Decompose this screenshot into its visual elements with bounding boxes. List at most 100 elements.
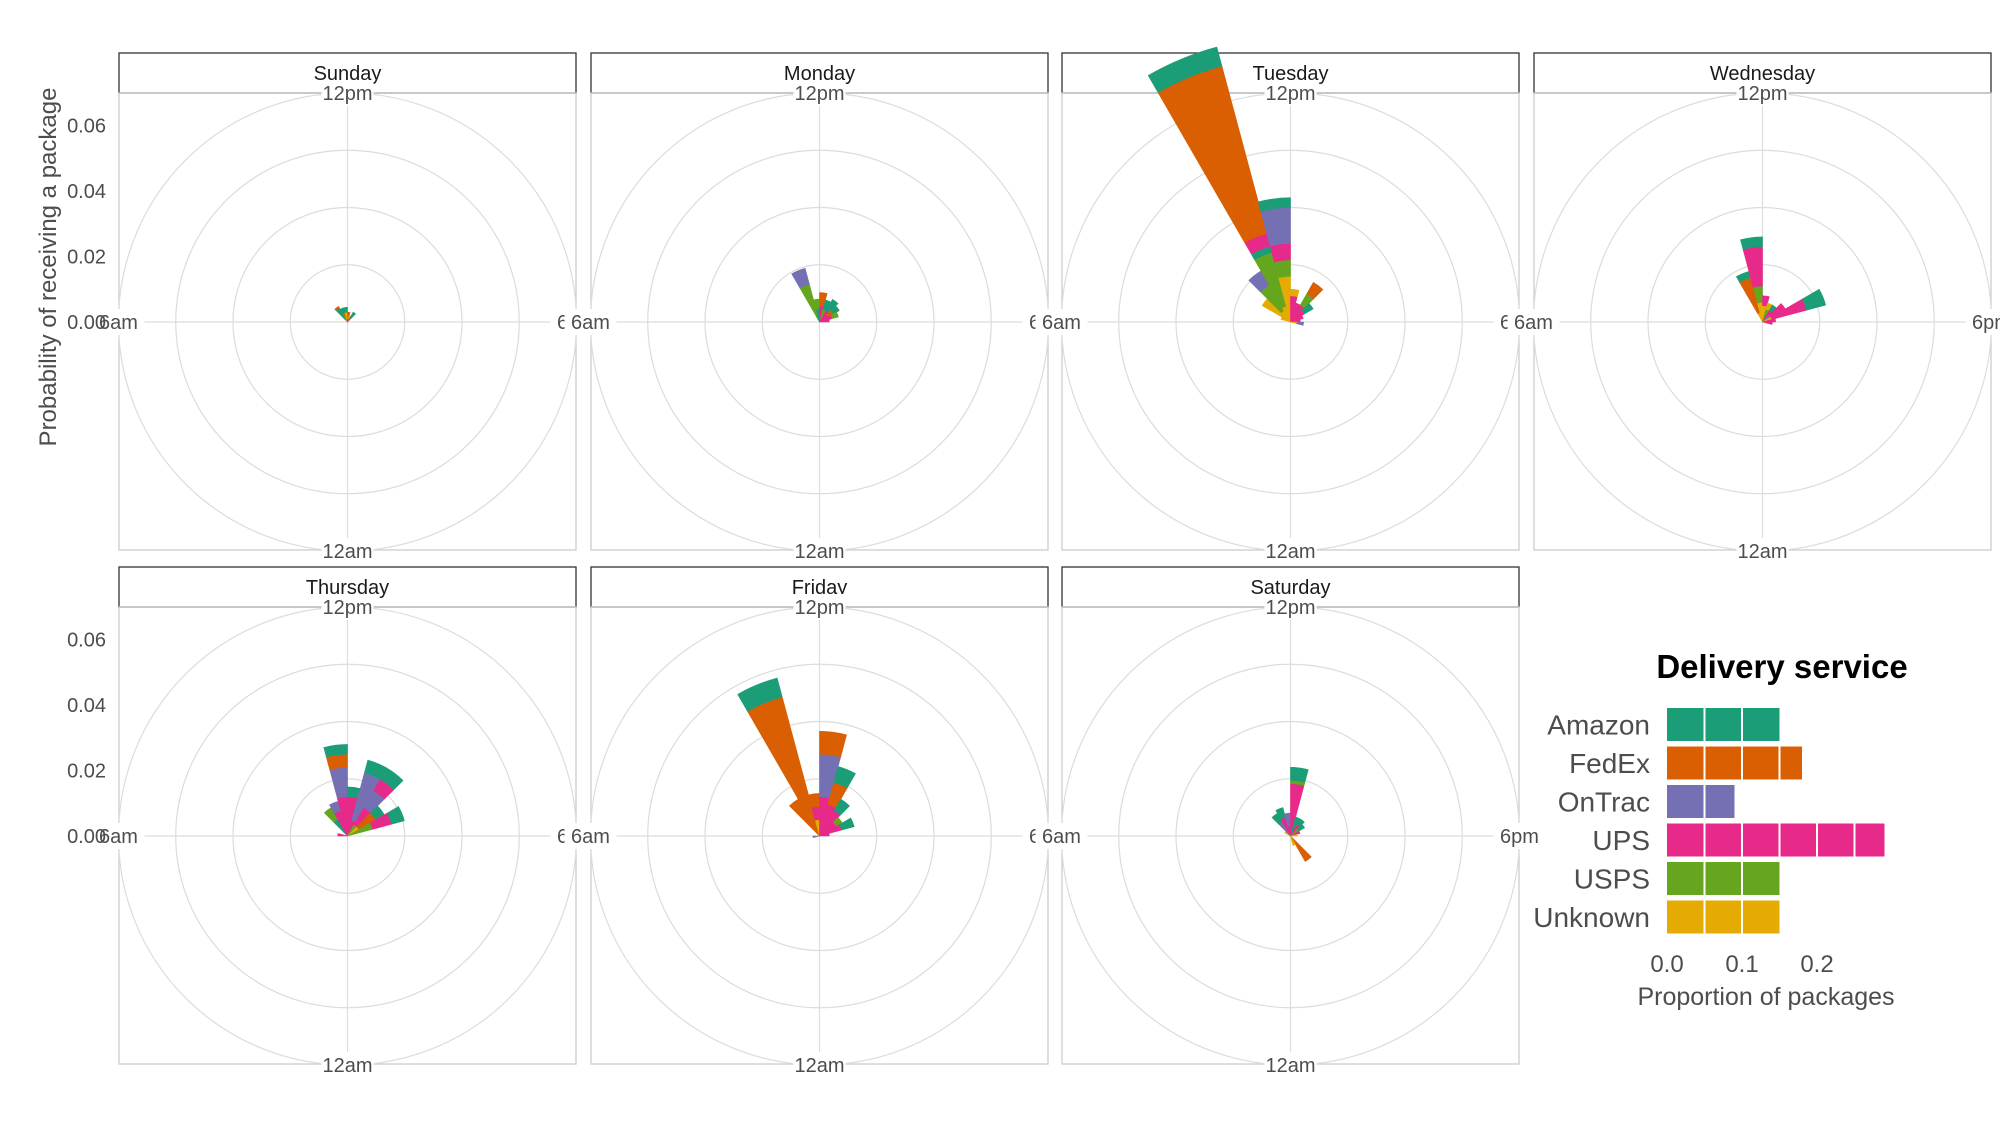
angle-label-bg — [1507, 309, 1560, 335]
facet-title: Wednesday — [1710, 63, 1815, 85]
angle-label-bg — [793, 594, 846, 620]
bar-segment-ups — [819, 319, 830, 323]
bar-segment-unknown — [1280, 316, 1291, 323]
angle-label-bg — [1493, 823, 1546, 849]
y-tick-label: 0.04 — [67, 695, 106, 717]
angle-label-bottom: 12am — [322, 541, 372, 563]
angle-label-bg — [1264, 594, 1317, 620]
angle-label-bg — [321, 594, 374, 620]
angle-label-left: 6am — [99, 312, 138, 334]
bar-segment-amazon — [833, 798, 850, 816]
bar-segment-ontrac — [329, 766, 348, 799]
facet-sunday: Sunday12pm12am6am6pm0.000.020.040.06 — [67, 52, 603, 564]
angle-label-bg — [1264, 538, 1317, 564]
y-tick-label: 0.02 — [67, 761, 106, 783]
legend-label-fedex: FedEx — [1569, 748, 1650, 779]
bar-segment-amazon — [349, 311, 357, 319]
angle-label-bg — [321, 80, 374, 106]
bar-segment-unknown — [1290, 288, 1300, 298]
bar-segment-fedex — [325, 753, 348, 771]
bar-segment-ontrac — [791, 267, 810, 289]
angle-label-left: 6am — [1514, 312, 1553, 334]
angle-label-top: 12pm — [1265, 83, 1315, 105]
bar-segment-amazon — [323, 744, 348, 758]
legend-label-usps: USPS — [1574, 864, 1650, 895]
y-tick-label: 0.00 — [67, 312, 106, 334]
angle-label-bg — [92, 309, 145, 335]
y-tick-label: 0.00 — [67, 826, 106, 848]
bar-segment-ups — [337, 833, 348, 837]
angle-label-bg — [1736, 80, 1789, 106]
bar-segment-amazon — [379, 767, 404, 791]
bar-segment-fedex — [1306, 281, 1324, 300]
bar-segment-amazon — [1147, 46, 1223, 93]
bar-segment-fedex — [1290, 835, 1312, 862]
angle-label-bg — [1264, 80, 1317, 106]
facet-title: Sunday — [314, 63, 382, 85]
angle-label-top: 12pm — [322, 83, 372, 105]
angle-label-bg — [321, 1052, 374, 1078]
bar-segment-amazon — [1801, 288, 1827, 311]
facet-thursday: Thursday12pm12am6am6pm0.000.020.040.06 — [67, 566, 603, 1078]
bar-segment-unknown — [1290, 833, 1298, 837]
facet-title: Thursday — [306, 577, 389, 599]
bar-segment-fedex — [819, 731, 847, 758]
bar-segment-amazon — [1257, 197, 1291, 212]
legend-x-tick: 0.1 — [1725, 951, 1758, 978]
angle-label-bg — [1965, 309, 2000, 335]
legend-label-ups: UPS — [1592, 825, 1650, 856]
legend-label-unknown: Unknown — [1533, 902, 1650, 933]
angle-label-bg — [1035, 309, 1088, 335]
bar-segment-amazon — [1301, 303, 1314, 315]
bar-segment-ontrac — [1296, 321, 1304, 326]
y-axis-label: Probability of receiving a package — [35, 88, 62, 447]
angle-label-top: 12pm — [1265, 597, 1315, 619]
legend-title: Delivery service — [1656, 648, 1907, 685]
legend-label-ontrac: OnTrac — [1558, 787, 1650, 818]
angle-label-bottom: 12am — [1265, 541, 1315, 563]
bar-segment-amazon — [1740, 236, 1763, 250]
facet-tuesday: Tuesday12pm12am6am6pm — [1035, 46, 1546, 564]
angle-label-left: 6am — [99, 826, 138, 848]
angle-label-bg — [564, 309, 617, 335]
y-tick-label: 0.04 — [67, 181, 106, 203]
bar-segment-unknown — [1290, 321, 1298, 325]
angle-label-bottom: 12am — [322, 1055, 372, 1077]
bar-segment-amazon — [1290, 766, 1309, 783]
facet-title: Tuesday — [1253, 63, 1329, 85]
angle-label-left: 6am — [1042, 312, 1081, 334]
angle-label-bottom: 12am — [1265, 1055, 1315, 1077]
angle-label-bottom: 12am — [1737, 541, 1787, 563]
legend-bar-amazon — [1667, 708, 1780, 741]
legend-bar-unknown — [1667, 900, 1780, 934]
facet-friday: Friday12pm12am6am6pm — [564, 566, 1075, 1078]
facet-title: Saturday — [1250, 577, 1330, 599]
bar-segment-ups — [1762, 321, 1773, 325]
legend-label-amazon: Amazon — [1547, 710, 1650, 741]
legend: Delivery service Proportion of packages … — [1533, 648, 1907, 1011]
angle-label-top: 12pm — [794, 597, 844, 619]
legend-bar-ups — [1667, 823, 1885, 857]
bar-segment-fedex — [747, 696, 820, 837]
bar-segment-ups — [819, 833, 830, 837]
angle-label-bg — [793, 538, 846, 564]
angle-label-bg — [564, 823, 617, 849]
bar-segment-fedex — [334, 306, 340, 311]
angle-label-bg — [321, 538, 374, 564]
angle-label-right: 6pm — [1972, 312, 2000, 334]
bar-segment-usps — [830, 311, 839, 319]
angle-label-bg — [793, 80, 846, 106]
facet-title: Monday — [784, 63, 855, 85]
bar-segment-ontrac — [812, 835, 820, 839]
angle-label-right: 6pm — [1500, 826, 1539, 848]
bar-segment-amazon — [838, 817, 855, 831]
facet-panels: Sunday12pm12am6am6pm0.000.020.040.06Mond… — [67, 46, 2000, 1078]
y-tick-label: 0.02 — [67, 247, 106, 269]
bar-segment-amazon — [386, 806, 405, 825]
bar-segment-amazon — [833, 766, 856, 789]
angle-label-bottom: 12am — [794, 1055, 844, 1077]
legend-bar-usps — [1667, 862, 1780, 895]
